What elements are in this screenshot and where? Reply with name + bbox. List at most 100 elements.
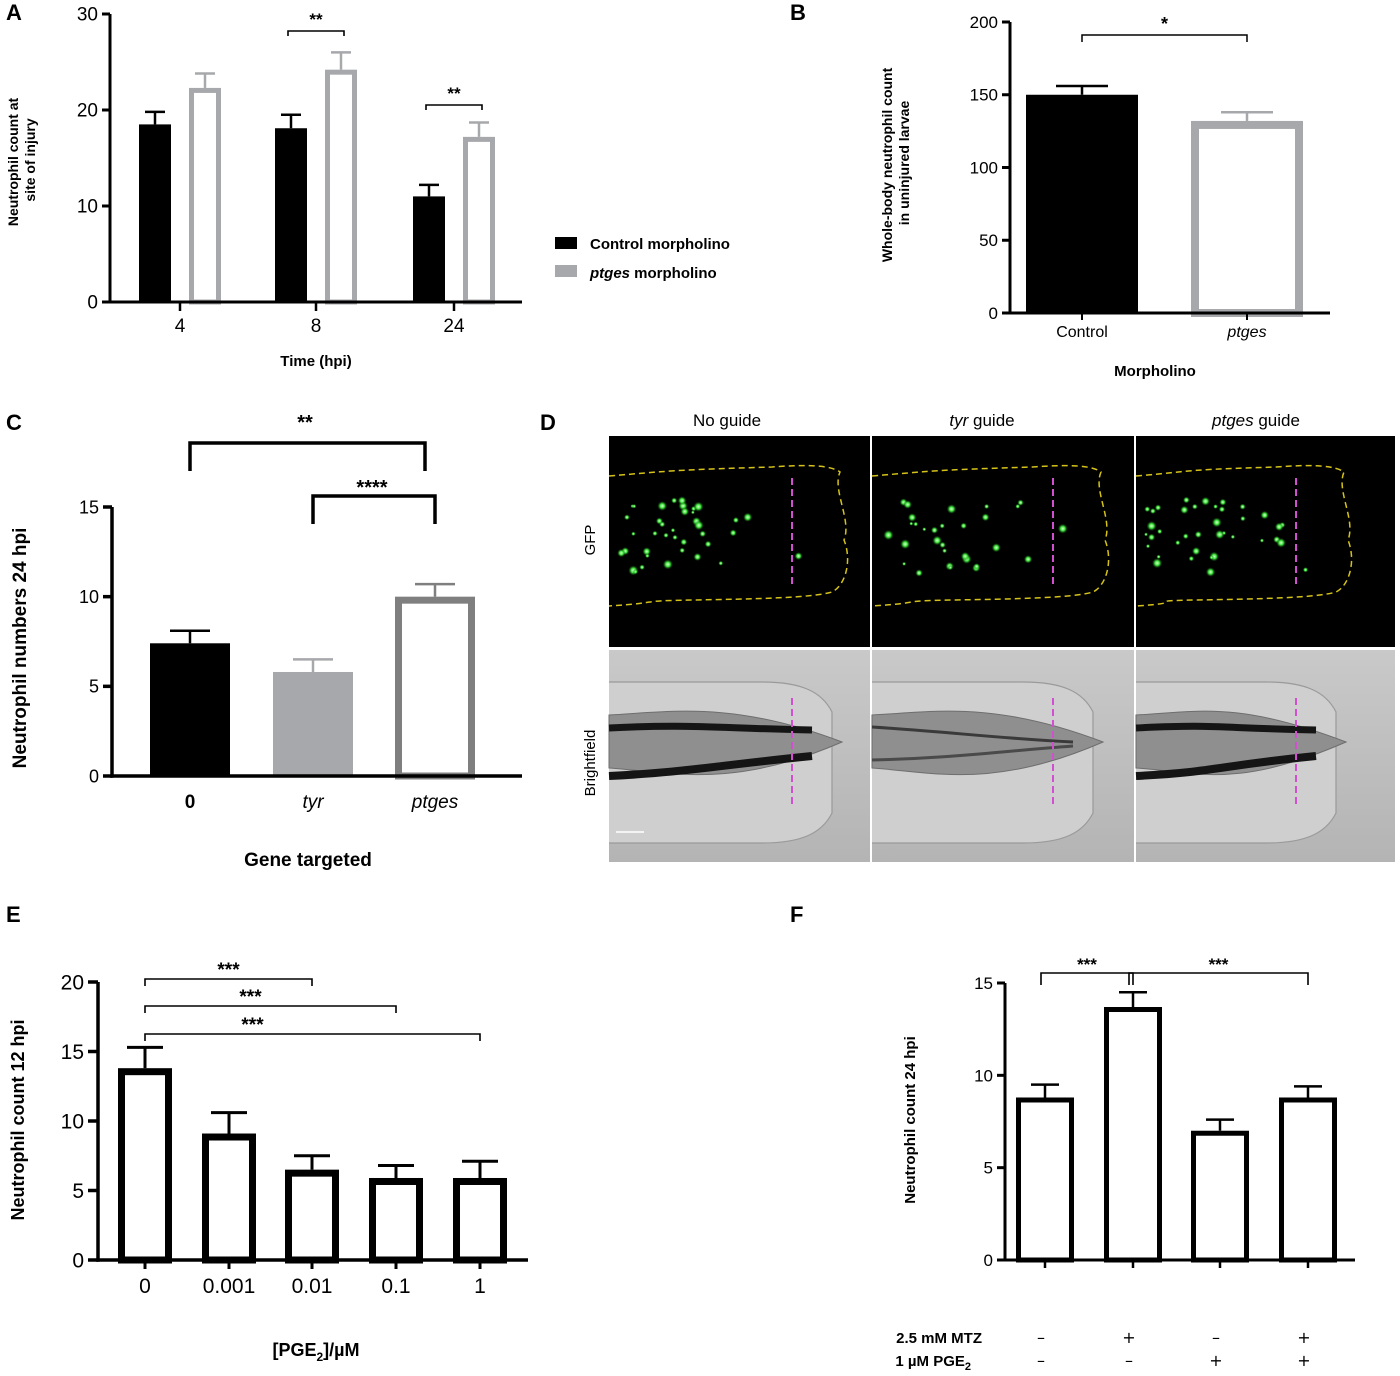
gfp-neutrophil-dot [1194, 530, 1202, 539]
chart-c-yticks: 0 5 10 15 [79, 497, 112, 786]
gfp-neutrophil-dot [1211, 517, 1222, 528]
gfp-neutrophil-dot [1191, 503, 1198, 510]
chart-a-xtick-label: 24 [443, 316, 465, 337]
chart-a-bar-control [139, 124, 171, 303]
chart-a-sig-bracket [287, 30, 345, 36]
gfp-neutrophil-dot [1144, 506, 1151, 513]
gfp-neutrophil-dot [930, 526, 939, 534]
gfp-neutrophil-dot [1188, 555, 1195, 562]
chart-c-xtick-label: tyr [302, 792, 324, 813]
gfp-tail-outline [871, 464, 1110, 607]
chart-f-treatment-sign: – [1212, 1328, 1220, 1347]
chart-a-yticks: 0 10 20 30 [77, 5, 110, 314]
gfp-neutrophil-dot [679, 547, 686, 554]
gfp-neutrophil-dot [915, 569, 923, 577]
gfp-neutrophil-dot [1274, 522, 1284, 532]
gfp-neutrophil-dot [693, 520, 704, 531]
gfp-neutrophil-dot [663, 532, 669, 539]
gfp-neutrophil-dot [632, 569, 639, 575]
chart-a-ytick-label: 10 [77, 197, 98, 218]
gfp-neutrophil-dot [1260, 510, 1269, 520]
gfp-neutrophil-dot [1057, 523, 1068, 534]
chart-e-xtick-label: 1 [474, 1275, 486, 1298]
chart-a-legend: Control morpholino ptges morpholino [555, 236, 730, 282]
chart-a-xticks: 4 8 24 [175, 302, 465, 337]
chart-a-bar-control [413, 196, 445, 302]
chart-f-significance: *** *** [1040, 955, 1309, 985]
gfp-neutrophil-dot [1154, 504, 1162, 511]
chart-f-treatment-sign: – [1037, 1328, 1045, 1347]
gfp-neutrophil-dot [1239, 503, 1246, 510]
gfp-neutrophil-dot [939, 523, 945, 529]
brightfield-pigment-bottom [608, 752, 813, 780]
gfp-neutrophil-dot [1240, 515, 1246, 522]
gfp-neutrophil-dot [1182, 496, 1190, 504]
brightfield-pigment-top [608, 722, 813, 734]
gfp-neutrophil-dot [947, 565, 953, 570]
micrograph-row-label-gfp: GFP [582, 525, 599, 556]
legend-label-ptges-rest: morpholino [630, 265, 717, 282]
gfp-neutrophil-dot [1259, 538, 1265, 543]
gfp-neutrophil-dot [1213, 504, 1218, 509]
chart-e-xticks: 0 0.001 0.01 0.1 1 [139, 1260, 486, 1298]
chart-c-xlabel: Gene targeted [244, 850, 372, 871]
chart-b-xticks: Control ptges [1056, 313, 1267, 341]
gfp-neutrophil-dot [642, 547, 652, 556]
chart-b-xtick-label: Control [1056, 324, 1108, 341]
gfp-tail-outline [1135, 464, 1353, 607]
chart-e-xlabel-main: [PGE [272, 1340, 316, 1360]
chart-e-significance: *** *** *** [144, 960, 481, 1041]
chart-e-ytick-label: 15 [61, 1041, 84, 1064]
chart-e-ylabel: Neutrophil count 12 hpi [8, 1020, 28, 1221]
chart-e-bar [453, 1177, 507, 1264]
gfp-neutrophil-dot [794, 552, 803, 561]
gfp-neutrophil-dot [655, 517, 663, 525]
gfp-neutrophil-dot [671, 497, 678, 504]
micrograph-col-title-tyr: tyr guide [949, 411, 1014, 430]
gfp-neutrophil-dot [1209, 555, 1214, 560]
chart-b-ytick-label: 50 [979, 231, 998, 250]
chart-c-xticks: 0 tyr ptges [185, 792, 459, 813]
micrograph-col-title-ptges: ptges guide [1211, 411, 1300, 430]
chart-b-bar-control [1026, 94, 1138, 313]
chart-e-bars [118, 1045, 507, 1264]
chart-f-bar [1104, 1007, 1162, 1263]
gfp-neutrophil-dot [1214, 529, 1225, 540]
brightfield-pigment-bottom [871, 744, 1074, 762]
chart-a-bar-ptges [325, 69, 357, 305]
gfp-neutrophil-dot [652, 530, 658, 537]
chart-e-ytick-label: 20 [61, 971, 84, 994]
chart-a: Neutrophil count at site of injury 0 10 20… [5, 5, 522, 370]
gfp-neutrophil-dot [942, 548, 948, 554]
gfp-neutrophil-dot [1191, 546, 1201, 556]
brightfield-pigment-bottom [1135, 752, 1317, 780]
panel-letter-c: C [6, 410, 22, 435]
panel-letter-b: B [790, 0, 806, 25]
chart-a-ytick-label: 30 [77, 5, 98, 26]
gfp-neutrophil-dot [631, 503, 637, 509]
gfp-neutrophil-dot [1219, 498, 1227, 506]
panel-letter-a: A [6, 0, 22, 25]
panel-letter-d: D [540, 410, 556, 435]
chart-c-bar-0 [150, 643, 230, 776]
chart-e-xtick-label: 0.1 [381, 1275, 410, 1298]
gfp-image-frame [609, 436, 870, 647]
gfp-neutrophil-dot [693, 501, 704, 512]
chart-a-xtick-label: 4 [175, 316, 186, 337]
gfp-neutrophil-dot [1205, 567, 1216, 577]
gfp-neutrophil-dot [732, 516, 740, 524]
gfp-neutrophil-dot [1201, 496, 1211, 506]
chart-b-significance: * [1081, 14, 1248, 42]
chart-f-ytick-label: 10 [974, 1066, 993, 1085]
panel-letter-e: E [6, 902, 21, 927]
chart-b-bar-ptges [1191, 120, 1303, 317]
gfp-neutrophil-dot [639, 564, 645, 571]
chart-c-bar-tyr [273, 671, 353, 776]
gfp-image-frame [872, 436, 1134, 647]
chart-e-bar [118, 1068, 172, 1264]
gfp-neutrophil-dot [939, 541, 946, 549]
chart-e-xtick-label: 0 [139, 1275, 151, 1298]
